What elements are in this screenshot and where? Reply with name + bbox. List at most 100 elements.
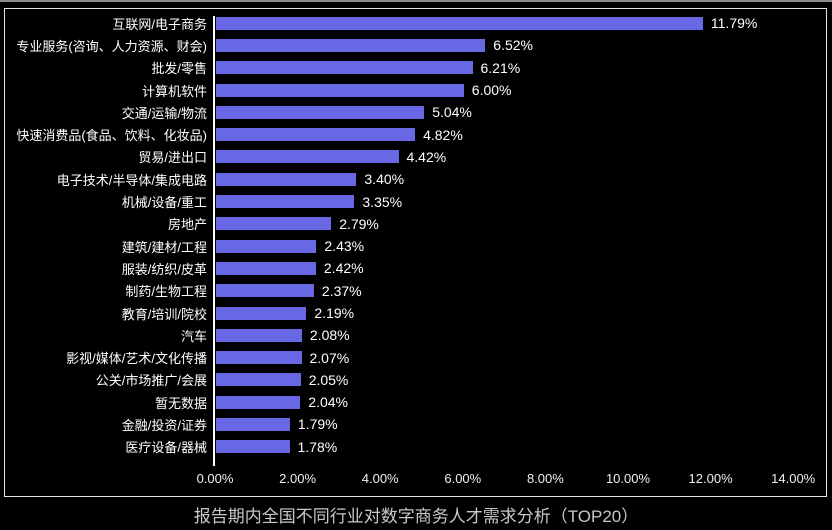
bar-area: 2.07% xyxy=(216,350,349,366)
value-label: 1.79% xyxy=(297,416,338,433)
bar-area: 2.08% xyxy=(216,327,350,343)
bar-row: 房地产 2.79% xyxy=(5,213,826,235)
category-label: 汽车 xyxy=(180,328,207,344)
bar xyxy=(216,172,357,186)
value-label: 2.79% xyxy=(339,215,379,232)
value-label: 2.05% xyxy=(308,371,349,388)
x-tick-label: 6.00% xyxy=(444,471,482,486)
bar-row: 教育/培训/院校 2.19% xyxy=(5,302,826,324)
bar-row: 快速消费品(食品、饮料、化妆品) 4.82% xyxy=(5,123,826,145)
bar xyxy=(216,83,464,97)
bar-area: 1.78% xyxy=(216,439,337,455)
x-tick-label: 0.00% xyxy=(196,471,234,486)
bar-row: 制药/生物工程 2.37% xyxy=(5,280,826,302)
bar-row: 专业服务(咨询、人力资源、财会) 6.52% xyxy=(5,34,826,56)
bar xyxy=(216,417,290,431)
bar xyxy=(216,351,302,365)
value-label: 2.07% xyxy=(309,349,350,366)
x-tick-label: 2.00% xyxy=(279,471,317,486)
category-label: 暂无数据 xyxy=(154,395,207,411)
x-tick-label: 8.00% xyxy=(526,471,564,486)
bar xyxy=(216,128,416,142)
bar-row: 计算机软件 6.00% xyxy=(5,79,826,101)
bar xyxy=(216,38,486,52)
bar-area: 6.00% xyxy=(216,82,512,98)
category-label: 贸易/进出口 xyxy=(138,150,207,166)
bar xyxy=(216,61,473,75)
category-label: 公关/市场推广/会展 xyxy=(95,373,207,389)
bar-area: 2.37% xyxy=(216,283,362,299)
value-label: 6.52% xyxy=(493,37,533,54)
category-label: 机械/设备/重工 xyxy=(121,195,207,211)
y-axis-line xyxy=(213,16,215,466)
value-label: 3.35% xyxy=(362,193,403,210)
bar xyxy=(216,440,290,454)
bar-row: 汽车 2.08% xyxy=(5,324,826,346)
bar-row: 服装/纺织/皮革 2.42% xyxy=(5,257,826,279)
x-tick-label: 12.00% xyxy=(688,471,733,486)
value-label: 4.82% xyxy=(423,126,463,143)
top-divider-line xyxy=(0,0,832,2)
bar-row: 批发/零售 6.21% xyxy=(5,57,826,79)
category-label: 批发/零售 xyxy=(151,61,207,77)
category-label: 计算机软件 xyxy=(141,83,207,99)
category-label: 金融/投资/证券 xyxy=(121,417,207,433)
bar xyxy=(216,395,301,409)
category-label: 快速消费品(食品、饮料、化妆品) xyxy=(16,128,207,144)
bar-row: 互联网/电子商务 11.79% xyxy=(5,12,826,34)
bar-row: 电子技术/半导体/集成电路 3.40% xyxy=(5,168,826,190)
value-label: 2.19% xyxy=(314,305,355,321)
category-label: 影视/媒体/艺术/文化传播 xyxy=(66,351,207,367)
x-tick-label: 14.00% xyxy=(771,471,816,486)
chart-title: 报告期内全国不同行业对数字商务人才需求分析（TOP20） xyxy=(193,507,639,526)
bar xyxy=(216,239,317,253)
category-label: 互联网/电子商务 xyxy=(112,16,207,32)
category-label: 交通/运输/物流 xyxy=(121,105,207,121)
x-axis-tick-labels: 0.00% 2.00% 4.00% 6.00% 8.00% 10.00% 12.00% 14.… xyxy=(5,471,826,491)
bar-row: 金融/投资/证券 1.79% xyxy=(5,413,826,435)
bar-area: 3.40% xyxy=(216,171,404,187)
value-label: 3.40% xyxy=(364,171,405,188)
bar-area: 2.05% xyxy=(216,372,348,388)
bar-area: 4.42% xyxy=(216,149,446,165)
value-label: 6.00% xyxy=(471,82,512,99)
bar xyxy=(216,150,399,164)
category-label: 建筑/建材/工程 xyxy=(121,239,207,255)
bar xyxy=(216,217,332,231)
bar xyxy=(216,328,302,342)
value-label: 11.79% xyxy=(710,15,758,32)
bar-area: 2.42% xyxy=(216,260,364,276)
category-label: 制药/生物工程 xyxy=(125,284,207,300)
category-label: 服装/纺织/皮革 xyxy=(121,261,207,277)
category-label: 教育/培训/院校 xyxy=(121,306,207,322)
bar-row: 医疗设备/器械 1.78% xyxy=(5,436,826,458)
value-label: 2.42% xyxy=(323,260,364,277)
bar-row: 建筑/建材/工程 2.43% xyxy=(5,235,826,257)
bar-area: 11.79% xyxy=(216,15,757,31)
x-tick-label: 10.00% xyxy=(605,471,651,486)
category-label: 专业服务(咨询、人力资源、财会) xyxy=(16,38,207,54)
bar xyxy=(216,373,301,387)
category-label: 房地产 xyxy=(167,217,207,233)
bar-row: 公关/市场推广/会展 2.05% xyxy=(5,369,826,391)
category-label: 医疗设备/器械 xyxy=(125,440,207,456)
value-label: 2.43% xyxy=(324,238,365,255)
bar-row: 交通/运输/物流 5.04% xyxy=(5,101,826,123)
bar-area: 1.79% xyxy=(216,416,338,432)
value-label: 1.78% xyxy=(297,438,338,455)
bar-area: 2.43% xyxy=(216,238,364,254)
value-label: 4.42% xyxy=(406,148,447,165)
value-label: 5.04% xyxy=(432,104,472,121)
bar-area: 6.52% xyxy=(216,37,533,53)
bar-area: 2.04% xyxy=(216,394,348,410)
bar-row: 影视/媒体/艺术/文化传播 2.07% xyxy=(5,346,826,368)
bar-row: 贸易/进出口 4.42% xyxy=(5,146,826,168)
bar xyxy=(216,195,355,209)
bar xyxy=(216,105,425,119)
value-label: 2.08% xyxy=(309,327,350,344)
value-label: 2.37% xyxy=(321,282,362,299)
bar-area: 5.04% xyxy=(216,104,472,120)
bar xyxy=(216,16,703,30)
bar-area: 4.82% xyxy=(216,127,463,143)
